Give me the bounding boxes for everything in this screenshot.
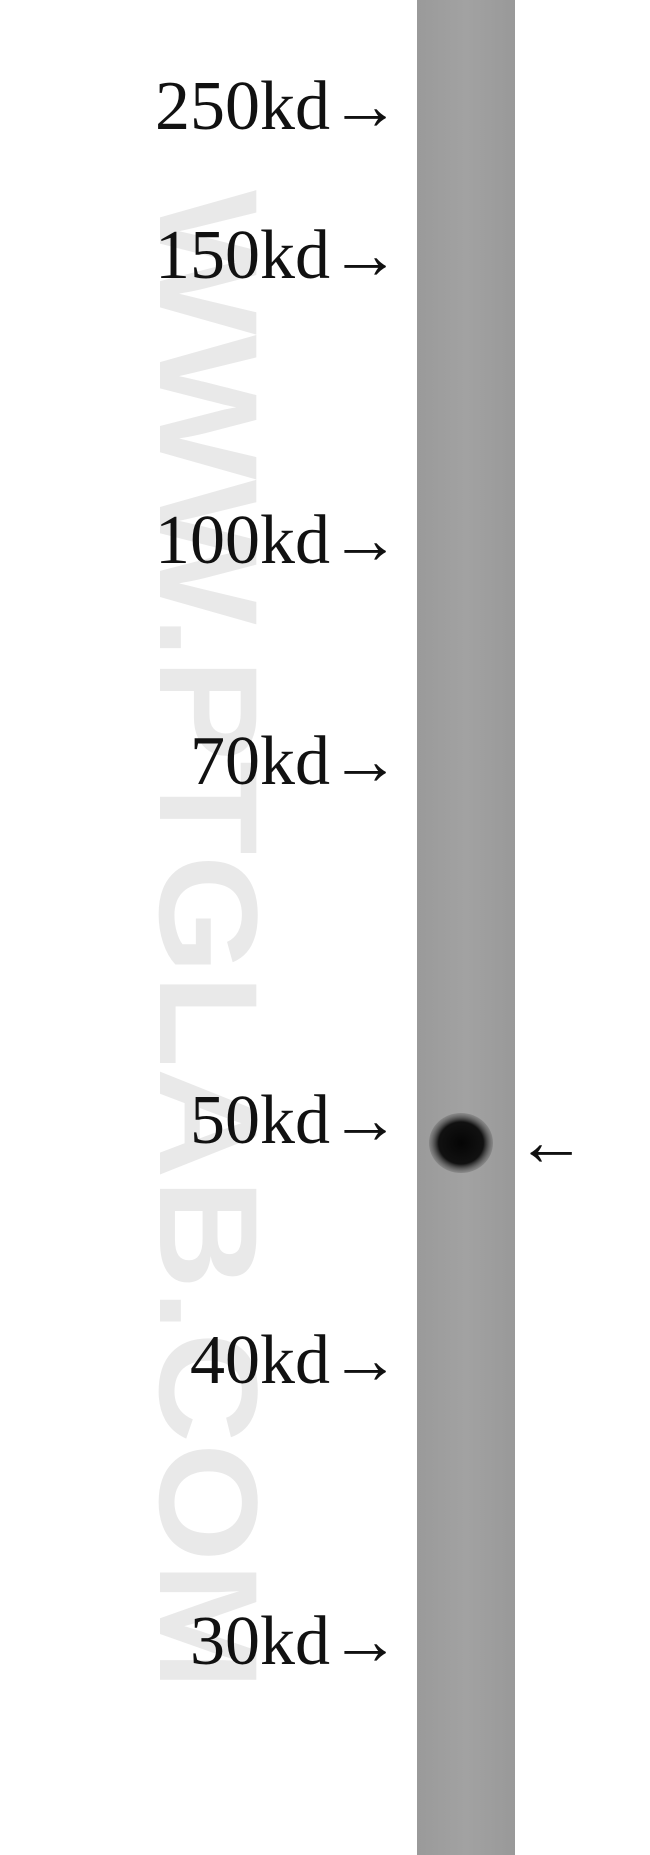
- watermark: WWW.PTGLAB.COM: [130, 190, 287, 1690]
- band: [429, 1113, 493, 1173]
- marker-label: 70kd→: [190, 723, 400, 800]
- lane: [417, 0, 515, 1855]
- band-arrow: ←: [516, 1104, 586, 1181]
- marker-label: 250kd→: [155, 68, 400, 145]
- marker-label: 40kd→: [190, 1322, 400, 1399]
- marker-label: 30kd→: [190, 1603, 400, 1680]
- marker-label: 100kd→: [155, 502, 400, 579]
- marker-labels: 250kd→ 150kd→ 100kd→ 70kd→ 50kd→ 40kd→ 30kd→: [155, 68, 400, 1680]
- marker-label: 50kd→: [190, 1082, 400, 1159]
- marker-label: 150kd→: [155, 217, 400, 294]
